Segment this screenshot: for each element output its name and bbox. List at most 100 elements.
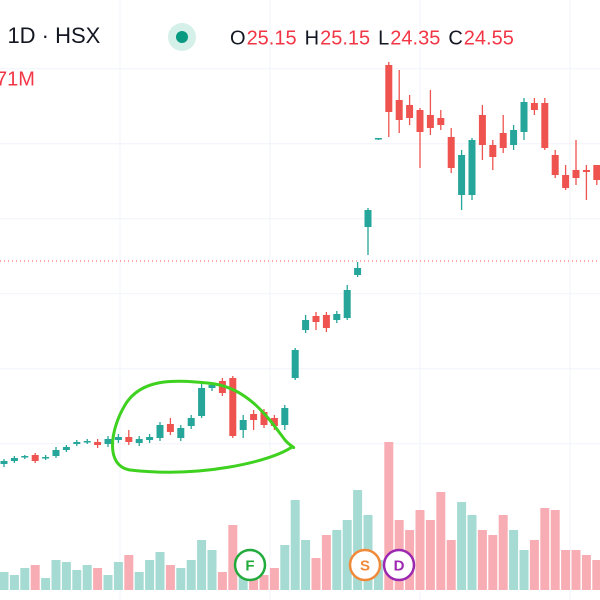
candle-body bbox=[458, 155, 466, 195]
candle-body bbox=[499, 133, 507, 148]
volume-bar bbox=[134, 572, 144, 590]
candle-body bbox=[572, 170, 580, 178]
candle-body bbox=[114, 437, 122, 440]
volume-bar bbox=[238, 570, 248, 590]
candle-body bbox=[343, 290, 351, 318]
volume-bar bbox=[592, 560, 600, 590]
candle-body bbox=[125, 437, 133, 442]
candle-body bbox=[530, 103, 538, 110]
candle-body bbox=[198, 388, 206, 416]
volume-bar bbox=[269, 568, 279, 590]
candle-body bbox=[94, 442, 102, 445]
volume-bar bbox=[207, 550, 217, 590]
candle-body bbox=[478, 115, 486, 145]
candle-body bbox=[229, 378, 237, 436]
volume-bar bbox=[301, 540, 311, 590]
event-marker bbox=[233, 548, 267, 582]
candle-body bbox=[73, 442, 81, 444]
volume-bar bbox=[259, 575, 269, 590]
candle-body bbox=[364, 210, 372, 227]
volume-bar bbox=[290, 500, 300, 590]
volume-bar bbox=[519, 550, 529, 590]
candle-body bbox=[322, 315, 330, 328]
candle-body bbox=[31, 455, 39, 461]
candle-body bbox=[468, 140, 476, 195]
volume-bar bbox=[0, 572, 9, 590]
volume-bar bbox=[41, 578, 51, 590]
candle-body bbox=[291, 350, 299, 378]
volume-bar bbox=[571, 550, 581, 590]
volume-bar bbox=[124, 555, 134, 590]
volume-bar bbox=[61, 562, 71, 590]
ohlc-value: 24.55 bbox=[464, 27, 514, 49]
ohlc-value: 25.15 bbox=[247, 27, 297, 49]
candle-body bbox=[541, 103, 549, 148]
volume-bar bbox=[561, 550, 571, 590]
candle-body bbox=[551, 155, 559, 175]
candle-body bbox=[166, 424, 174, 432]
event-marker-label: S bbox=[360, 558, 370, 575]
volume-bar bbox=[103, 575, 113, 590]
volume-bar bbox=[9, 575, 19, 590]
ohlc-key: L bbox=[378, 27, 389, 49]
candle-body bbox=[385, 65, 393, 112]
volume-bar bbox=[467, 515, 477, 590]
volume-bar bbox=[436, 492, 446, 590]
volume-bar bbox=[311, 558, 321, 590]
volume-bar bbox=[332, 530, 342, 590]
candle-body bbox=[42, 457, 50, 459]
volume-bar bbox=[186, 560, 196, 590]
ohlc-key: C bbox=[448, 27, 462, 49]
volume-bar bbox=[477, 530, 487, 590]
volume-bar bbox=[321, 535, 331, 590]
volume-bar bbox=[425, 520, 435, 590]
volume-bar bbox=[415, 510, 425, 590]
volume-bar bbox=[72, 570, 82, 590]
volume-bar bbox=[581, 555, 591, 590]
volume-bar bbox=[217, 572, 227, 590]
ohlc-key: H bbox=[305, 27, 319, 49]
candle-body bbox=[312, 316, 320, 322]
candle-body bbox=[104, 439, 112, 444]
candle-body bbox=[416, 110, 424, 132]
candle-body bbox=[187, 418, 195, 426]
candle-body bbox=[333, 314, 341, 320]
volume-bar bbox=[342, 520, 352, 590]
volume-bar bbox=[550, 510, 560, 590]
ohlc-value: 24.35 bbox=[390, 27, 440, 49]
candle-body bbox=[406, 105, 414, 118]
candle-body bbox=[52, 450, 60, 456]
volume-bar bbox=[498, 515, 508, 590]
candle-body bbox=[10, 458, 18, 461]
candle-body bbox=[177, 428, 185, 438]
candle-body bbox=[260, 412, 268, 425]
candle-body bbox=[62, 447, 70, 450]
volume-bar bbox=[93, 568, 103, 590]
candle-body bbox=[426, 115, 434, 128]
candle-body bbox=[510, 130, 518, 145]
candle-body bbox=[354, 268, 362, 275]
volume-bar bbox=[51, 560, 61, 590]
candle-body bbox=[302, 320, 310, 330]
candle-body bbox=[374, 138, 382, 140]
volume-bar bbox=[540, 508, 550, 590]
candle-body bbox=[562, 175, 570, 188]
candle-body bbox=[270, 418, 278, 426]
candle-body bbox=[395, 100, 403, 120]
candle-body bbox=[156, 425, 164, 438]
candle-body bbox=[489, 145, 497, 157]
volume-bar bbox=[529, 540, 539, 590]
volume-pane bbox=[0, 442, 600, 590]
volume-bar bbox=[113, 562, 123, 590]
volume-bar bbox=[280, 545, 290, 590]
volume-bar bbox=[509, 530, 519, 590]
candle-body bbox=[146, 437, 154, 440]
volume-bar bbox=[82, 565, 92, 590]
candle-body bbox=[208, 385, 216, 388]
candle-body bbox=[250, 414, 258, 420]
volume-bar bbox=[176, 568, 186, 590]
volume-bar bbox=[145, 560, 155, 590]
event-marker bbox=[382, 548, 416, 582]
